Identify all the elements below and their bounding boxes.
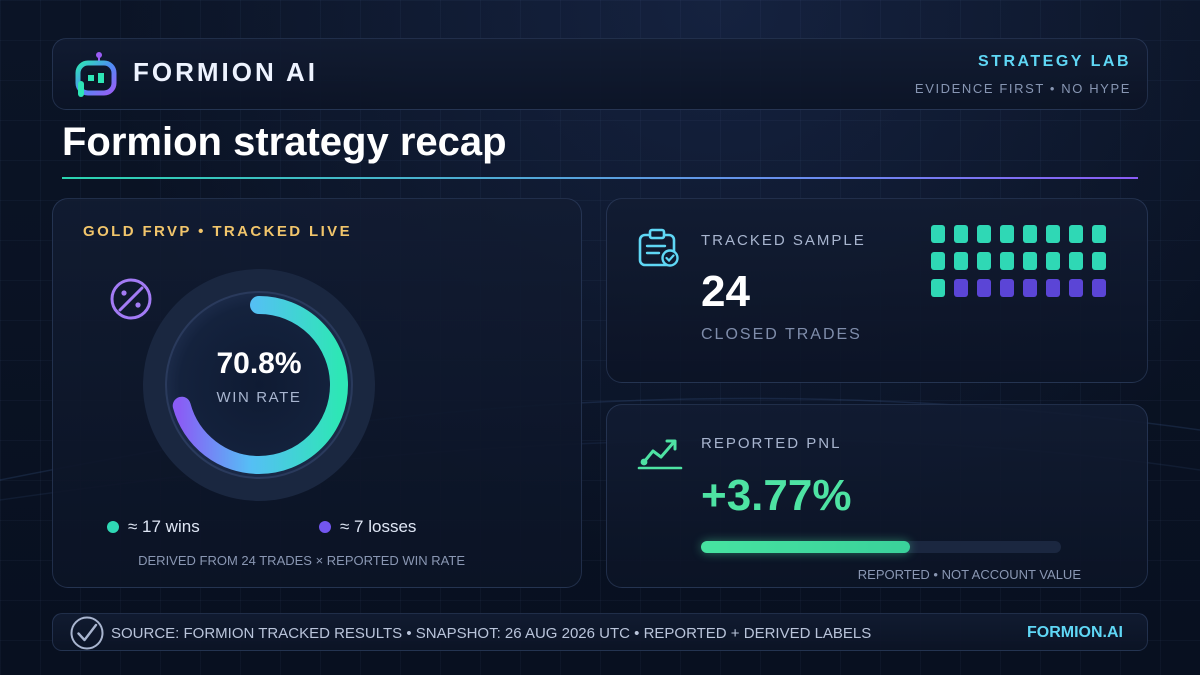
trade-cell-loss [1092,279,1106,297]
trade-cell-win [1046,225,1060,243]
trade-cell-win [954,252,968,270]
tracked-sample-card: TRACKED SAMPLE 24 CLOSED TRADES [606,198,1148,383]
percent-icon [110,278,152,320]
brand-name: FORMION AI [133,57,319,87]
reported-pnl-card: REPORTED PNL +3.77% REPORTED • NOT ACCOU… [606,404,1148,588]
sample-sub-label: CLOSED TRADES [701,326,862,343]
trade-cell-win [1000,252,1014,270]
title-divider [62,177,1138,179]
lab-tagline: EVIDENCE FIRST • NO HYPE [914,81,1131,96]
win-rate-value: 70.8% [216,347,302,380]
footer-source: SOURCE: FORMION TRACKED RESULTS • SNAPSH… [111,625,872,642]
pnl-progress-fill [701,541,910,553]
robot-logo-icon [75,52,117,97]
sample-count: 24 [701,267,750,316]
sample-label: TRACKED SAMPLE [701,232,866,249]
lab-label: STRATEGY LAB [978,53,1131,70]
trade-cell-win [1069,225,1083,243]
trade-cell-win [977,225,991,243]
trade-cell-win [977,252,991,270]
trade-cell-loss [954,279,968,297]
legend-losses: ≈ 7 losses [319,517,416,537]
derived-note: DERIVED FROM 24 TRADES × REPORTED WIN RA… [138,553,465,568]
footer-site-link[interactable]: FORMION.AI [1027,624,1123,641]
trade-cell-win [1092,252,1106,270]
pnl-progress-track [701,541,1061,553]
check-circle-icon [70,616,104,650]
clipboard-check-icon [638,228,679,267]
wins-label: ≈ 17 wins [128,517,200,536]
footer-bar: SOURCE: FORMION TRACKED RESULTS • SNAPSH… [52,613,1148,651]
trade-cell-loss [977,279,991,297]
header-bar: FORMION AI STRATEGY LAB EVIDENCE FIRST •… [52,38,1148,110]
trade-cell-win [1069,252,1083,270]
trade-cell-loss [1046,279,1060,297]
trade-cell-win [931,225,945,243]
donut-track [165,291,353,479]
win-rate-donut [143,269,375,501]
win-rate-card: GOLD FRVP • TRACKED LIVE 70.8% WIN RATE … [52,198,582,588]
losses-dot [319,521,331,533]
pnl-note: REPORTED • NOT ACCOUNT VALUE [857,567,1081,582]
trade-cell-win [1023,225,1037,243]
wins-dot [107,521,119,533]
strategy-label: GOLD FRVP • TRACKED LIVE [83,223,352,240]
trade-cell-loss [1000,279,1014,297]
trade-cell-win [1023,252,1037,270]
trend-up-icon [637,439,683,470]
trade-cell-loss [1023,279,1037,297]
win-rate-caption: WIN RATE [216,389,302,406]
trade-cell-win [1000,225,1014,243]
trade-cell-loss [1069,279,1083,297]
header-right: STRATEGY LAB EVIDENCE FIRST • NO HYPE [915,53,1131,96]
trade-cell-win [1046,252,1060,270]
trade-cell-win [931,279,945,297]
trade-outcome-grid [931,225,1120,297]
legend-wins: ≈ 17 wins [107,517,200,537]
trade-cell-win [1092,225,1106,243]
page-title: Formion strategy recap [62,120,507,164]
losses-label: ≈ 7 losses [340,517,417,536]
trade-cell-win [931,252,945,270]
pnl-label: REPORTED PNL [701,435,842,452]
win-rate-arc [170,296,348,474]
trade-cell-win [954,225,968,243]
pnl-value: +3.77% [701,471,852,520]
